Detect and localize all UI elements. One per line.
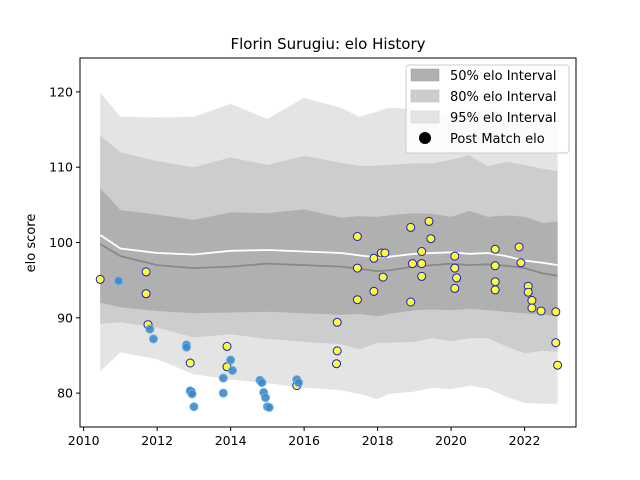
post-match-point-16 bbox=[369, 286, 379, 296]
post-match-point-10 bbox=[332, 346, 342, 356]
x-tick-label: 2022 bbox=[509, 433, 541, 448]
post-match-point-14 bbox=[352, 295, 362, 305]
post-match-point-30 bbox=[452, 273, 462, 283]
post-match-point-20 bbox=[406, 222, 416, 232]
legend-box bbox=[405, 64, 570, 154]
post-match-point-45 bbox=[553, 360, 563, 370]
early-match-point-4 bbox=[182, 342, 191, 352]
x-tick-label: 2020 bbox=[435, 433, 467, 448]
post-match-point-34 bbox=[490, 277, 500, 287]
post-match-point-40 bbox=[527, 296, 537, 305]
post-match-point-28 bbox=[450, 251, 460, 261]
post-match-point-27 bbox=[426, 234, 436, 244]
post-match-point-41 bbox=[527, 303, 537, 313]
post-match-point-32 bbox=[490, 244, 500, 254]
legend-label-50: 50% elo Interval bbox=[450, 69, 557, 84]
post-match-point-37 bbox=[516, 258, 526, 268]
legend-marker-post-match bbox=[419, 132, 431, 144]
legend-label-post-match: Post Match elo bbox=[450, 132, 545, 147]
plot-area bbox=[99, 92, 558, 404]
legend-swatch-80 bbox=[410, 89, 440, 103]
x-tick-label: 2016 bbox=[288, 433, 320, 448]
early-match-point-8 bbox=[218, 373, 228, 383]
post-match-point-23 bbox=[417, 247, 427, 256]
early-match-point-6 bbox=[187, 389, 197, 399]
post-match-point-42 bbox=[536, 306, 546, 316]
legend-swatch-95 bbox=[410, 110, 440, 124]
y-tick-label: 110 bbox=[49, 160, 73, 175]
post-match-point-43 bbox=[551, 307, 561, 317]
post-match-point-24 bbox=[417, 271, 427, 281]
early-match-point-11 bbox=[228, 366, 237, 375]
data-points bbox=[95, 216, 563, 412]
legend-label-95: 95% elo Interval bbox=[450, 111, 557, 126]
median-line bbox=[99, 234, 558, 266]
post-match-point-6 bbox=[222, 341, 232, 351]
post-match-point-1 bbox=[141, 267, 151, 277]
post-match-point-18 bbox=[380, 248, 390, 258]
post-match-point-12 bbox=[352, 232, 362, 241]
post-match-point-13 bbox=[352, 263, 362, 273]
early-match-point-2 bbox=[149, 334, 158, 344]
post-match-point-11 bbox=[332, 359, 341, 369]
post-match-point-33 bbox=[490, 261, 500, 271]
post-match-point-26 bbox=[424, 216, 434, 226]
post-match-point-35 bbox=[490, 285, 500, 295]
legend-label-80: 80% elo Interval bbox=[450, 90, 557, 105]
x-tick-label: 2012 bbox=[141, 433, 173, 448]
post-match-point-9 bbox=[332, 317, 342, 327]
post-match-point-36 bbox=[514, 242, 524, 252]
post-match-point-21 bbox=[406, 297, 416, 307]
legend-swatch-50 bbox=[410, 68, 440, 82]
post-match-point-25 bbox=[417, 259, 427, 269]
y-tick-label: 90 bbox=[57, 310, 73, 325]
post-match-point-15 bbox=[369, 253, 379, 263]
early-match-point-19 bbox=[294, 378, 304, 388]
early-match-point-15 bbox=[261, 393, 270, 403]
legend: 50% elo Interval 80% elo Interval 95% el… bbox=[405, 64, 570, 154]
x-tick-label: 2014 bbox=[215, 433, 247, 448]
x-tick-label: 2010 bbox=[68, 433, 100, 448]
post-match-point-2 bbox=[141, 289, 151, 299]
y-tick-label: 120 bbox=[49, 84, 73, 99]
post-match-point-31 bbox=[450, 283, 460, 293]
y-tick-label: 80 bbox=[57, 386, 73, 401]
y-tick-label: 100 bbox=[49, 235, 73, 250]
y-axis-label: elo score bbox=[24, 214, 39, 273]
early-match-point-13 bbox=[257, 378, 267, 388]
post-match-point-4 bbox=[185, 358, 195, 368]
x-tick-label: 2018 bbox=[362, 433, 394, 448]
post-match-point-39 bbox=[523, 287, 533, 297]
post-match-point-22 bbox=[408, 259, 417, 269]
early-match-point-0 bbox=[114, 276, 124, 286]
axis-ticks: 2010 2012 2014 2016 2018 2020 2022 80 90 100 110 12… bbox=[49, 84, 540, 448]
early-match-point-9 bbox=[218, 388, 228, 398]
mean-line bbox=[99, 243, 558, 277]
early-match-point-1 bbox=[145, 324, 155, 334]
chart-title: Florin Surugiu: elo History bbox=[230, 35, 425, 53]
post-match-point-29 bbox=[450, 263, 460, 273]
early-match-point-7 bbox=[189, 402, 199, 412]
post-match-point-44 bbox=[551, 338, 561, 348]
post-match-point-0 bbox=[95, 274, 105, 284]
early-match-point-17 bbox=[264, 402, 274, 412]
early-match-point-10 bbox=[226, 355, 236, 365]
post-match-point-19 bbox=[378, 272, 388, 282]
